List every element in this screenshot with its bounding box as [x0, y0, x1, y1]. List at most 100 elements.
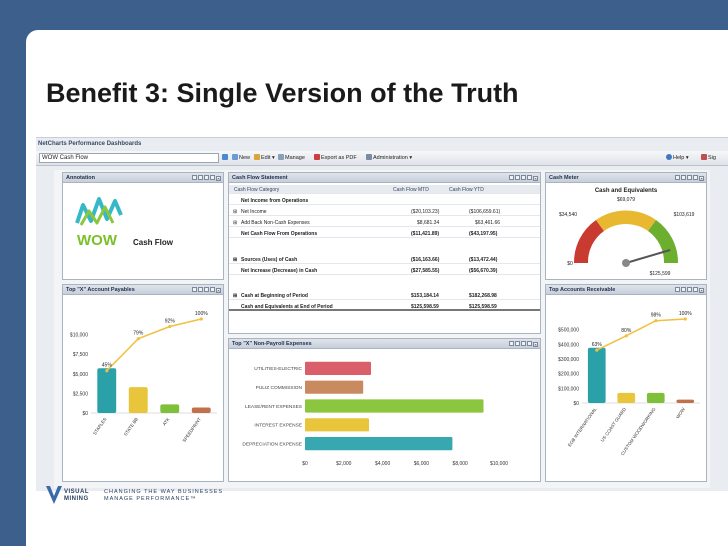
dashboard-select[interactable]: WOW Cash Flow [39, 153, 219, 163]
close-icon[interactable]: × [533, 342, 538, 347]
export-pdf-button[interactable]: Export as PDF [314, 154, 357, 161]
x-tick-label: SPEEDPRINT [181, 417, 202, 444]
column-header[interactable]: Cash Flow YTD [449, 187, 484, 193]
dropdown-icon[interactable] [515, 175, 520, 180]
manage-button[interactable]: Manage [278, 154, 305, 161]
panel-header: Cash Flow Statement × [229, 173, 540, 183]
cumulative-label: 80% [621, 328, 632, 334]
table-row[interactable]: ⊞ Cash at Beginning of Period $153,184.14 $… [229, 291, 540, 300]
panel-header: Annotation × [63, 173, 223, 183]
cumulative-line [596, 318, 686, 351]
bar [97, 368, 117, 413]
cash-flow-table: Cash Flow Category Cash Flow MTD Cash Fl… [229, 183, 540, 333]
bar [305, 361, 371, 375]
maximize-icon[interactable] [693, 287, 698, 292]
column-header[interactable]: Cash Flow MTD [393, 187, 429, 193]
minimize-icon[interactable] [521, 175, 526, 180]
settings-icon[interactable] [509, 175, 514, 180]
expand-icon[interactable]: ⊞ [233, 257, 238, 263]
cumulative-label: 63% [592, 342, 603, 348]
cumulative-point [624, 334, 628, 338]
dropdown-icon[interactable] [198, 287, 203, 292]
logo-text: WOW [77, 232, 118, 249]
y-tick-label: LEASE/RENT EXPENSES [245, 404, 302, 410]
panel-controls: × [674, 175, 704, 181]
dropdown-icon[interactable] [198, 175, 203, 180]
minimize-icon[interactable] [521, 341, 526, 346]
y-tick-label: $400,000 [558, 342, 579, 348]
minimize-icon[interactable] [687, 287, 692, 292]
x-tick-label: US COAST GUARD [600, 406, 628, 443]
column-header[interactable]: Cash Flow Category [234, 187, 280, 193]
x-tick-label: WOW [675, 406, 686, 419]
cumulative-label: 100% [679, 311, 692, 317]
y-tick-label: UTILITIES-ELECTRIC [254, 366, 302, 372]
y-tick-label: DEPRECIATION EXPENSE [242, 441, 302, 447]
settings-icon[interactable] [192, 287, 197, 292]
gauge-label-min: $0 [567, 261, 573, 267]
x-tick-label: $4,000 [375, 461, 391, 467]
y-tick-label: $5,000 [73, 372, 89, 378]
settings-icon[interactable] [509, 341, 514, 346]
dropdown-icon[interactable] [681, 175, 686, 180]
receivable-panel: Top Accounts Receivable × $0 $100,000 $200… [545, 284, 707, 482]
bar [305, 418, 369, 432]
expand-icon[interactable]: ⊞ [233, 209, 238, 215]
minimize-icon[interactable] [204, 175, 209, 180]
panel-header: Top "X" Non-Payroll Expenses × [229, 339, 540, 349]
close-icon[interactable]: × [699, 288, 704, 293]
close-icon[interactable]: × [699, 176, 704, 181]
bar [587, 347, 606, 403]
dropdown-icon[interactable] [515, 341, 520, 346]
settings-icon[interactable] [675, 287, 680, 292]
bar [676, 399, 695, 403]
y-tick-label: $10,000 [70, 333, 88, 339]
expand-icon[interactable]: ⊞ [233, 293, 238, 299]
help-button[interactable]: Help ▾ [666, 154, 689, 161]
gauge-hub [622, 259, 630, 267]
table-row[interactable]: ⊞ Add Back Non-Cash Expenses $8,681.34 $63,… [229, 218, 540, 227]
company-name: VISUAL MINING [64, 489, 90, 502]
minimize-icon[interactable] [687, 175, 692, 180]
dropdown-icon[interactable] [681, 287, 686, 292]
app-title: NetCharts Performance Dashboards [38, 141, 142, 147]
toolbar: WOW Cash Flow New Edit ▾ Manage Export a… [36, 151, 728, 166]
settings-icon[interactable] [192, 175, 197, 180]
settings-icon[interactable] [675, 175, 680, 180]
edit-button[interactable]: Edit ▾ [254, 154, 275, 161]
new-button[interactable]: New [232, 154, 250, 161]
maximize-icon[interactable] [210, 287, 215, 292]
maximize-icon[interactable] [527, 175, 532, 180]
refresh-icon[interactable] [222, 154, 229, 161]
payables-panel: Top "X" Account Payables × $0 $2,500 $5,00… [62, 284, 224, 482]
x-tick-label: $0 [302, 461, 308, 467]
gauge-value-label: $125,599 [650, 271, 671, 277]
y-tick-label: PULIZ COMMISSION [256, 385, 303, 391]
panel-header: Top "X" Account Payables × [63, 285, 223, 295]
table-row[interactable]: ⊞ Sources (Uses) of Cash ($16,163.66) ($13,… [229, 255, 540, 264]
close-icon[interactable]: × [216, 176, 221, 181]
gauge-chart: Cash and Equivalents $69,079 $34,540 $10… [559, 188, 695, 277]
administration-menu[interactable]: Administration ▾ [366, 154, 412, 161]
close-icon[interactable]: × [216, 288, 221, 293]
maximize-icon[interactable] [527, 341, 532, 346]
sign-out-button[interactable]: Sig [701, 154, 716, 161]
gauge-label-top: $69,079 [617, 197, 635, 203]
sign-out-icon [701, 154, 707, 160]
table-row: Cash and Equivalents at End of Period $12… [229, 302, 540, 311]
minimize-icon[interactable] [204, 287, 209, 292]
close-icon[interactable]: × [533, 176, 538, 181]
y-tick-label: $0 [82, 411, 88, 417]
bar [305, 399, 484, 413]
gauge-band-green [648, 220, 679, 263]
table-row[interactable]: ⊞ Net Income ($20,103.23) ($106,659.61) [229, 207, 540, 216]
panel-header: Top Accounts Receivable × [546, 285, 706, 295]
x-tick-label: STAPLES [92, 417, 108, 436]
expand-icon[interactable]: ⊞ [233, 220, 238, 226]
maximize-icon[interactable] [210, 175, 215, 180]
y-tick-label: $500,000 [558, 328, 579, 334]
x-tick-label: $10,000 [490, 461, 508, 467]
gauge-needle [625, 249, 671, 264]
maximize-icon[interactable] [693, 175, 698, 180]
slide-title: Benefit 3: Single Version of the Truth [46, 78, 519, 108]
